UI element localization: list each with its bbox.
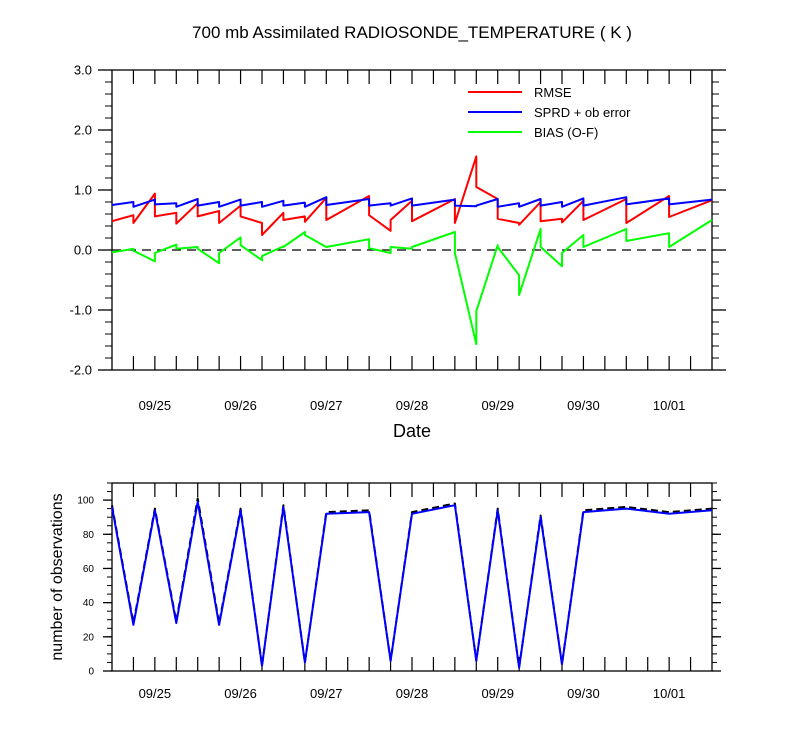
- series-line-rmse: [111, 155, 713, 236]
- y-tick-label: 1.0: [74, 183, 92, 198]
- y-tick-label: 0: [88, 667, 94, 678]
- top-chart-title: 700 mb Assimilated RADIOSONDE_TEMPERATUR…: [192, 23, 632, 42]
- x-tick-label: 09/29: [481, 686, 514, 701]
- y-tick-label: 0.0: [74, 243, 92, 258]
- x-tick-label: 09/27: [310, 398, 343, 413]
- x-tick-label: 09/27: [310, 686, 343, 701]
- x-tick-label: 09/28: [396, 398, 429, 413]
- x-tick-label: 10/01: [653, 398, 686, 413]
- y-tick-label: 3.0: [74, 63, 92, 78]
- x-tick-label: 09/28: [396, 686, 429, 701]
- y-tick-label: -1.0: [70, 303, 92, 318]
- legend-label: SPRD + ob error: [534, 105, 631, 120]
- x-tick-label: 09/30: [567, 686, 600, 701]
- x-tick-label: 09/29: [481, 398, 514, 413]
- series-line-observations-used: [111, 500, 713, 669]
- y-tick-label: 40: [83, 598, 95, 609]
- y-tick-label: 100: [77, 496, 94, 507]
- x-tick-label: 09/25: [139, 398, 172, 413]
- top-panel: -2.0 -1.0 0.0 1.0 2.0 3.0 09/25 09/26 09/27 09/28…: [70, 63, 726, 413]
- series-line-bias-o-f-: [111, 219, 713, 346]
- y-tick-label: -2.0: [70, 363, 92, 378]
- legend-label: RMSE: [534, 85, 572, 100]
- x-tick-label: 09/30: [567, 398, 600, 413]
- y-tick-label: 20: [83, 632, 95, 643]
- y-tick-label: 60: [83, 564, 95, 575]
- x-tick-label: 09/26: [224, 398, 257, 413]
- y-tick-label: 2.0: [74, 123, 92, 138]
- x-tick-label: 09/25: [139, 686, 172, 701]
- bottom-chart-ylabel: number of observations: [49, 493, 66, 660]
- x-tick-label: 10/01: [653, 686, 686, 701]
- x-tick-label: 09/26: [224, 686, 257, 701]
- series-line-sprd-ob-error: [111, 196, 713, 208]
- legend-label: BIAS (O-F): [534, 125, 598, 140]
- bottom-panel: 0 20 40 60 80 100 09/25 09/26 09/27 09/28 09/29 09/…: [77, 482, 721, 701]
- top-chart-xlabel: Date: [393, 421, 431, 441]
- y-tick-label: 80: [83, 530, 95, 541]
